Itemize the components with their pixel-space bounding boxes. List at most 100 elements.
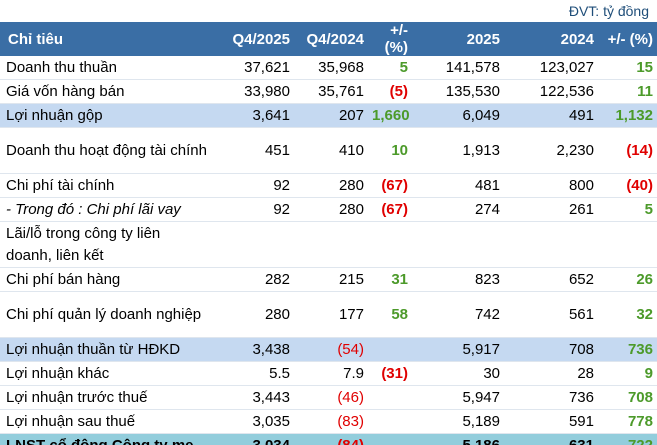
cell: 736	[598, 337, 657, 362]
table-row: - Trong đó : Chi phí lãi vay 92 280 (67) 274…	[0, 197, 657, 222]
cell	[368, 385, 412, 410]
cell: 742	[412, 291, 504, 338]
row-label: Giá vốn hàng bán	[0, 79, 214, 104]
row-label: Chi phí quản lý doanh nghiệp	[0, 291, 214, 338]
cell: (67)	[368, 173, 412, 198]
cell: 1,913	[412, 127, 504, 174]
row-label: Doanh thu hoạt động tài chính	[0, 127, 214, 174]
cell: 722	[598, 433, 657, 445]
column-header: Q4/2025	[214, 22, 294, 56]
cell: 10	[368, 127, 412, 174]
cell: 92	[214, 197, 294, 222]
row-label: - Trong đó : Chi phí lãi vay	[0, 197, 214, 222]
financial-table: Chỉ tiêu Q4/2025 Q4/2024 +/- (%) 2025 2024 +/-…	[0, 22, 657, 445]
column-header: +/- (%)	[368, 22, 412, 56]
cell: 30	[412, 361, 504, 386]
cell: 410	[294, 127, 368, 174]
cell: 5,189	[412, 409, 504, 434]
cell: 652	[504, 267, 598, 292]
cell: 591	[504, 409, 598, 434]
cell: (14)	[598, 127, 657, 174]
table-row: Lợi nhuận trước thuế 3,443 (46) 5,947 736 708	[0, 385, 657, 410]
cell: 5.5	[214, 361, 294, 386]
cell: 15	[598, 56, 657, 80]
cell	[368, 221, 412, 268]
cell: 823	[412, 267, 504, 292]
unit-label: ĐVT: tỷ đồng	[568, 3, 649, 19]
column-header: 2025	[412, 22, 504, 56]
cell: 5,186	[412, 433, 504, 445]
row-label: LNST cổ đông Công ty mẹ	[0, 433, 214, 445]
cell: 58	[368, 291, 412, 338]
cell: 5	[598, 197, 657, 222]
row-label: Lợi nhuận gộp	[0, 103, 214, 128]
cell: 123,027	[504, 56, 598, 80]
table-row: Chi phí bán hàng 282 215 31 823 652 26	[0, 267, 657, 292]
column-header: +/- (%)	[598, 22, 657, 56]
table-row: LNST cổ đông Công ty mẹ 3,034 (84) 5,186 631…	[0, 433, 657, 445]
cell: (46)	[294, 385, 368, 410]
cell: 135,530	[412, 79, 504, 104]
cell	[368, 409, 412, 434]
cell: 3,438	[214, 337, 294, 362]
table-row: Doanh thu thuần 37,621 35,968 5 141,578 123,0…	[0, 56, 657, 80]
table-row: Lợi nhuận sau thuế 3,035 (83) 5,189 591 778	[0, 409, 657, 434]
column-header: 2024	[504, 22, 598, 56]
cell	[598, 221, 657, 268]
cell: 3,034	[214, 433, 294, 445]
cell: 35,968	[294, 56, 368, 80]
cell: 26	[598, 267, 657, 292]
cell: (83)	[294, 409, 368, 434]
cell: 3,443	[214, 385, 294, 410]
cell: 736	[504, 385, 598, 410]
cell: 274	[412, 197, 504, 222]
cell: 37,621	[214, 56, 294, 80]
table-row: Giá vốn hàng bán 33,980 35,761 (5) 135,530 12…	[0, 79, 657, 104]
table-row: Chi phí tài chính 92 280 (67) 481 800 (40)	[0, 173, 657, 198]
header-row: Chỉ tiêu Q4/2025 Q4/2024 +/- (%) 2025 2024 +/-…	[0, 22, 657, 56]
table-row: Lãi/lỗ trong công ty liên doanh, liên kế…	[0, 221, 657, 268]
cell: 207	[294, 103, 368, 128]
cell: (54)	[294, 337, 368, 362]
cell: 3,035	[214, 409, 294, 434]
table-row: Lợi nhuận thuần từ HĐKD 3,438 (54) 5,917 708…	[0, 337, 657, 362]
row-label: Doanh thu thuần	[0, 56, 214, 80]
cell	[368, 433, 412, 445]
row-label: Lợi nhuận thuần từ HĐKD	[0, 337, 214, 362]
cell: 215	[294, 267, 368, 292]
cell: 177	[294, 291, 368, 338]
table-row: Doanh thu hoạt động tài chính 451 410 10 1,9…	[0, 127, 657, 174]
cell: 3,641	[214, 103, 294, 128]
cell: 5,947	[412, 385, 504, 410]
cell: 35,761	[294, 79, 368, 104]
cell: 33,980	[214, 79, 294, 104]
cell: 631	[504, 433, 598, 445]
cell: 92	[214, 173, 294, 198]
row-label: Lợi nhuận sau thuế	[0, 409, 214, 434]
cell	[368, 337, 412, 362]
table-row: Lợi nhuận khác 5.5 7.9 (31) 30 28 9	[0, 361, 657, 386]
cell: 451	[214, 127, 294, 174]
cell	[294, 221, 368, 268]
cell: 280	[214, 291, 294, 338]
cell: 491	[504, 103, 598, 128]
cell: 800	[504, 173, 598, 198]
cell: 280	[294, 173, 368, 198]
cell: 481	[412, 173, 504, 198]
column-header: Q4/2024	[294, 22, 368, 56]
cell: (84)	[294, 433, 368, 445]
cell: 32	[598, 291, 657, 338]
cell: 561	[504, 291, 598, 338]
cell: 7.9	[294, 361, 368, 386]
cell: 141,578	[412, 56, 504, 80]
cell: 280	[294, 197, 368, 222]
cell: 11	[598, 79, 657, 104]
row-label: Lợi nhuận khác	[0, 361, 214, 386]
cell: 9	[598, 361, 657, 386]
cell: (40)	[598, 173, 657, 198]
table-row: Chi phí quản lý doanh nghiệp 280 177 58 742 5…	[0, 291, 657, 338]
cell: 5	[368, 56, 412, 80]
cell: 1,132	[598, 103, 657, 128]
row-label: Chi phí tài chính	[0, 173, 214, 198]
